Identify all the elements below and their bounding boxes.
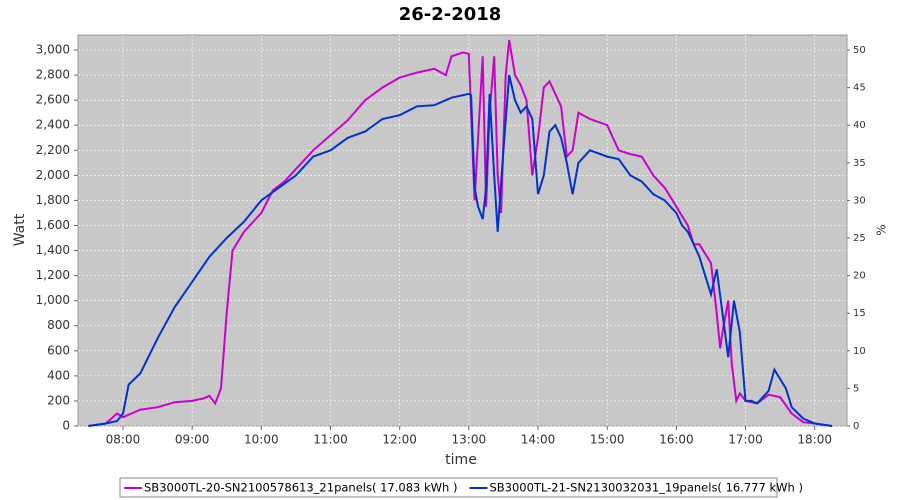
- y2-tick-label: 15: [853, 308, 866, 319]
- y-tick-label: 0: [62, 419, 70, 433]
- y2-tick-label: 0: [853, 421, 859, 432]
- x-tick-label: 09:00: [175, 433, 210, 447]
- y-tick-label: 1,200: [36, 268, 70, 282]
- y2-tick-label: 5: [853, 383, 859, 394]
- x-tick-label: 18:00: [797, 433, 832, 447]
- y-tick-label: 1,800: [36, 193, 70, 207]
- x-tick-label: 15:00: [590, 433, 625, 447]
- y2-tick-label: 35: [853, 158, 866, 169]
- y-tick-label: 800: [47, 318, 70, 332]
- y2-axis-label: %: [875, 224, 889, 235]
- x-tick-label: 16:00: [659, 433, 694, 447]
- x-tick-label: 14:00: [521, 433, 556, 447]
- y2-tick-label: 40: [853, 120, 866, 131]
- x-tick-label: 12:00: [382, 433, 417, 447]
- legend-label: SB3000TL-21-SN2130032031_19panels( 16.77…: [489, 481, 802, 495]
- y2-tick-label: 25: [853, 233, 866, 244]
- legend-label: SB3000TL-20-SN2100578613_21panels( 17.08…: [144, 481, 457, 495]
- y-tick-label: 2,800: [36, 68, 70, 82]
- y-axis-label: Watt: [12, 213, 28, 246]
- y-tick-label: 2,000: [36, 168, 70, 182]
- series-line: [88, 74, 833, 427]
- y-tick-label: 1,000: [36, 293, 70, 307]
- y2-tick-label: 30: [853, 195, 866, 206]
- y-tick-label: 1,400: [36, 243, 70, 257]
- y2-tick-label: 50: [853, 45, 866, 56]
- x-axis-label: time: [445, 452, 477, 468]
- x-tick-label: 11:00: [313, 433, 348, 447]
- chart-title: 26-2-2018: [399, 4, 502, 25]
- y2-tick-label: 10: [853, 346, 866, 357]
- y-tick-label: 200: [47, 393, 70, 407]
- x-tick-label: 10:00: [244, 433, 279, 447]
- x-tick-label: 17:00: [728, 433, 763, 447]
- y-tick-label: 3,000: [36, 43, 70, 57]
- y-tick-label: 600: [47, 343, 70, 357]
- y2-tick-label: 45: [853, 83, 866, 94]
- y-tick-label: 400: [47, 368, 70, 382]
- y-tick-label: 2,400: [36, 118, 70, 132]
- x-tick-label: 13:00: [452, 433, 487, 447]
- legend: [119, 477, 778, 498]
- y-tick-label: 2,200: [36, 143, 70, 157]
- x-tick-label: 08:00: [106, 433, 141, 447]
- y-tick-label: 1,600: [36, 218, 70, 232]
- y-tick-label: 2,600: [36, 93, 70, 107]
- y2-tick-label: 20: [853, 271, 866, 282]
